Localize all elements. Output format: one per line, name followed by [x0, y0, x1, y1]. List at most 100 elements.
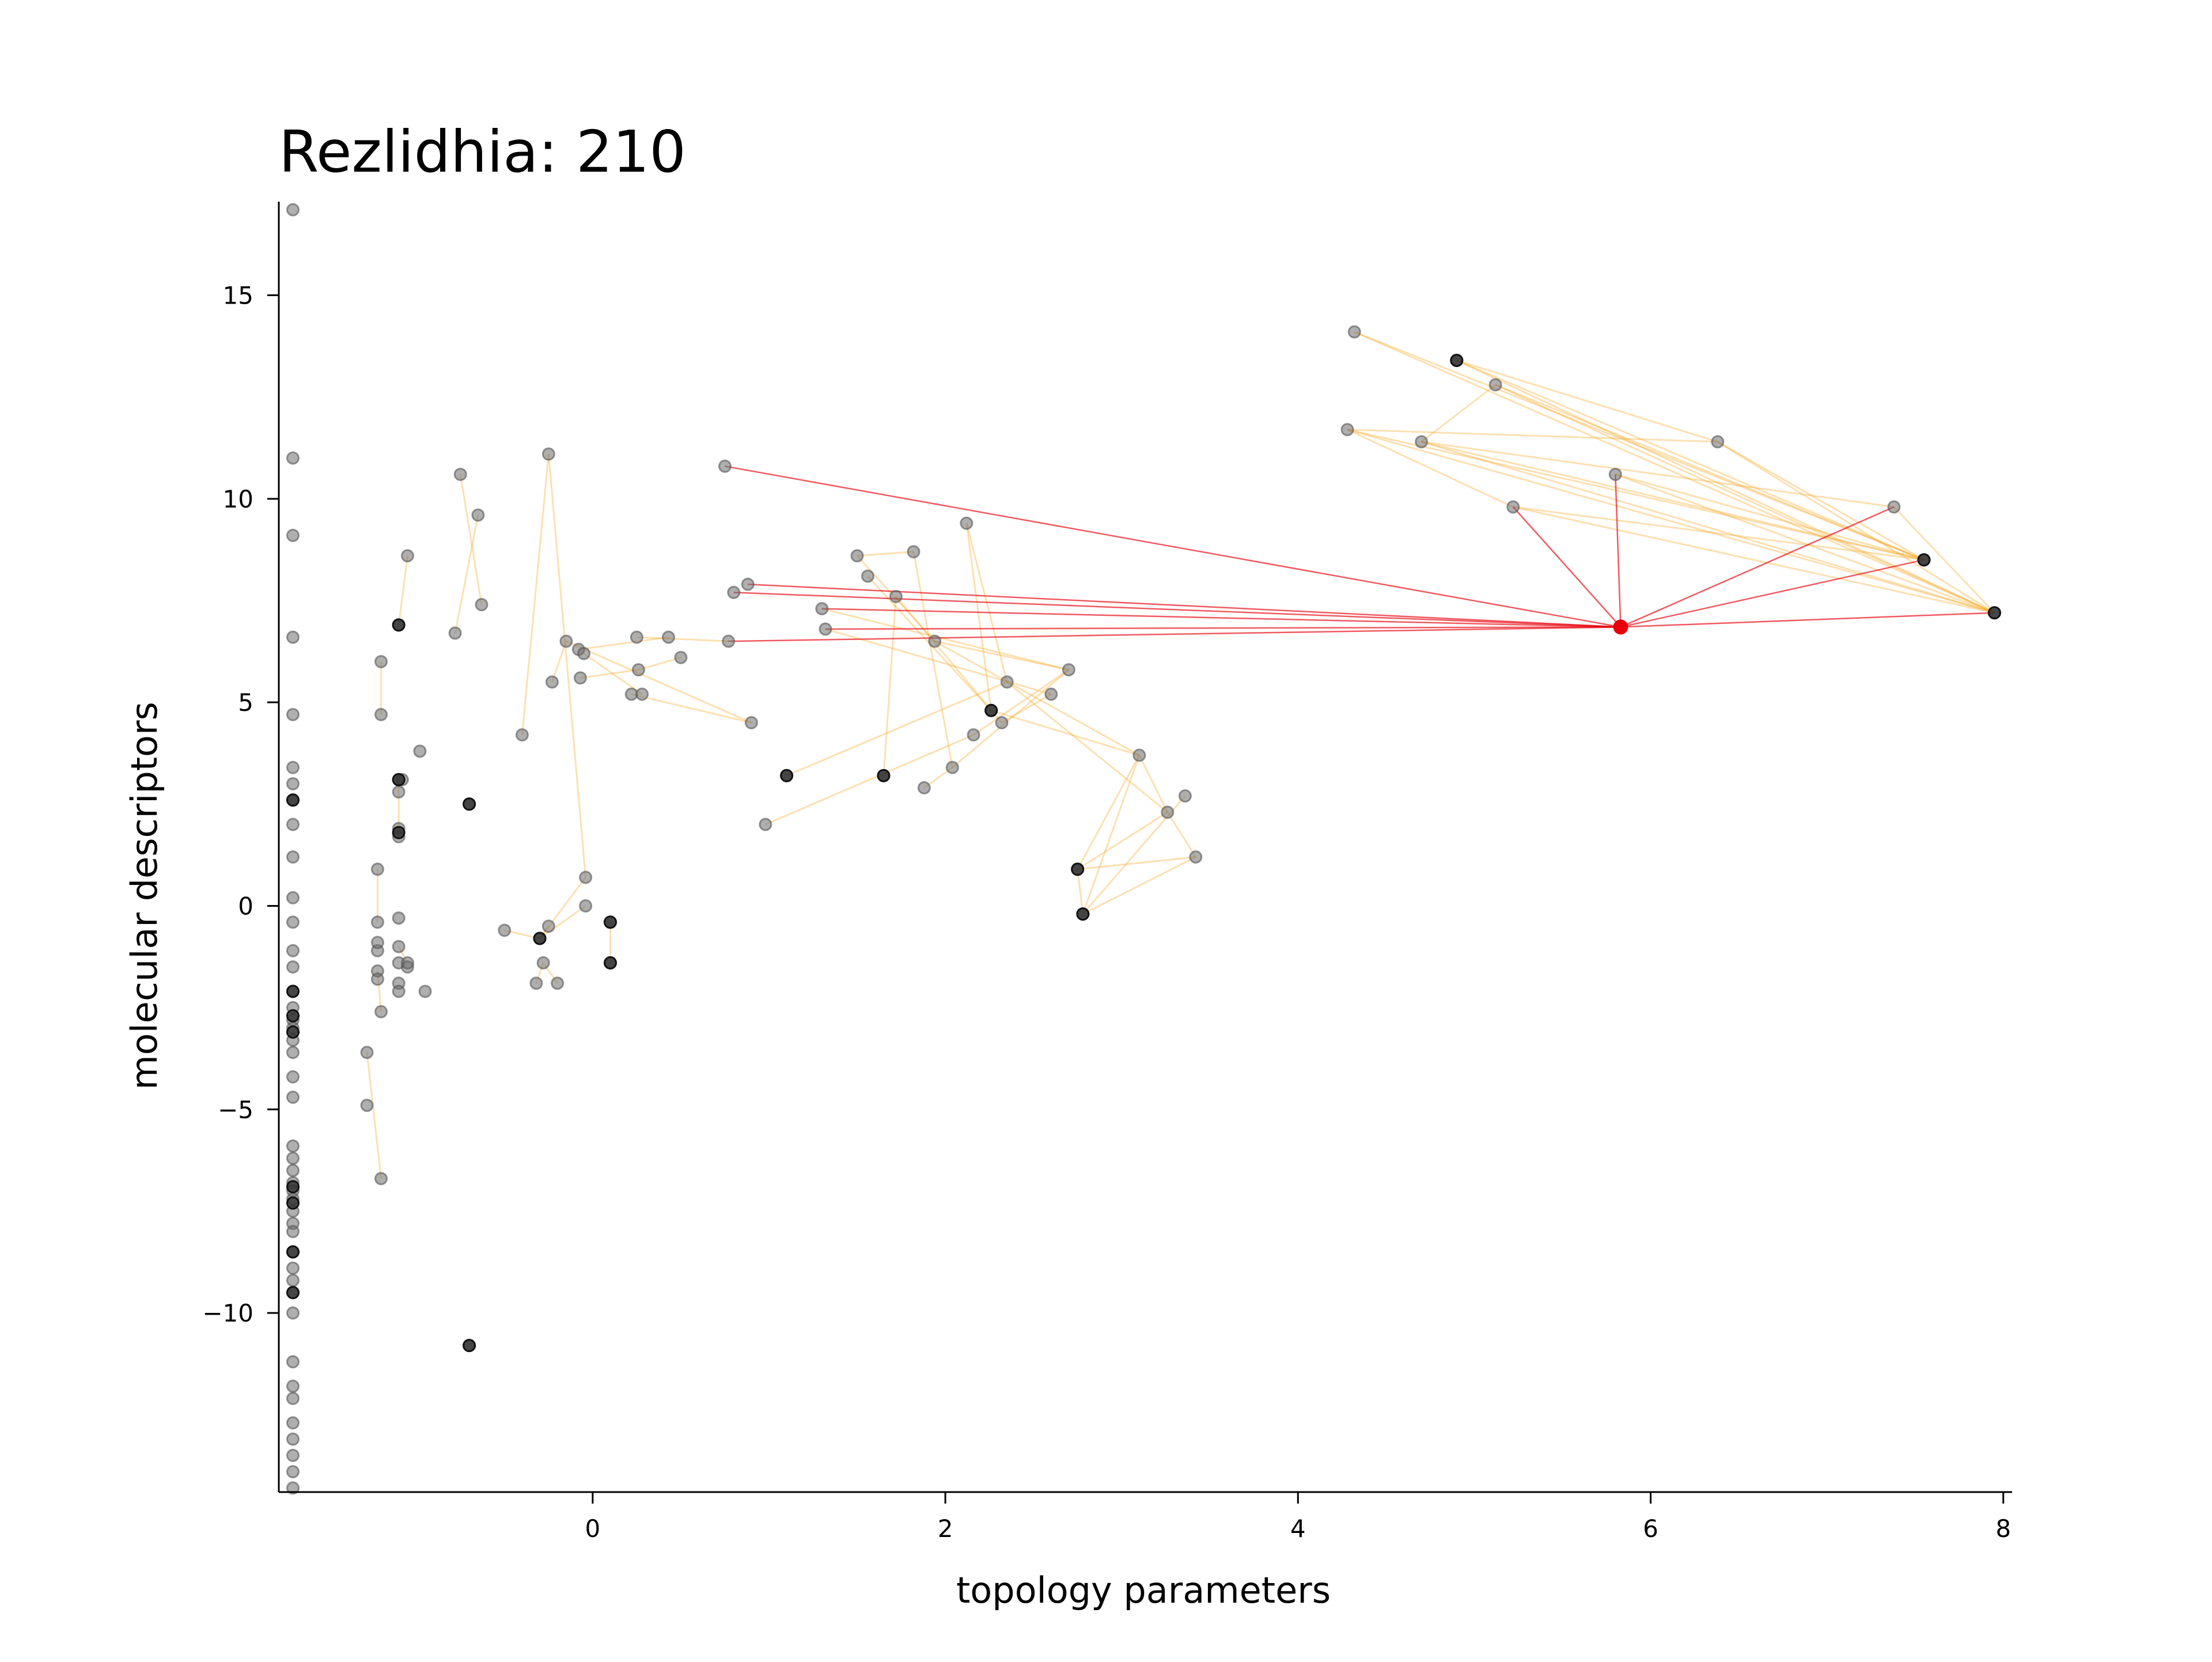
y-ticks: −10 −5 0 5 10 15	[202, 282, 279, 1327]
orange-edge	[1495, 384, 1995, 614]
red-edge	[825, 626, 1621, 630]
data-point	[286, 1139, 300, 1153]
data-point	[515, 728, 529, 742]
data-point	[889, 589, 903, 603]
orange-edge	[1077, 811, 1168, 870]
data-point	[727, 585, 741, 599]
red-edge	[1512, 506, 1622, 628]
orange-edge	[366, 1052, 382, 1179]
data-point	[448, 626, 462, 640]
data-point	[1132, 748, 1146, 762]
y-tick-label: −10	[202, 1299, 253, 1327]
data-point-dark	[1076, 907, 1090, 921]
data-point	[286, 1379, 300, 1393]
data-point	[286, 1070, 300, 1084]
orange-edge	[912, 551, 953, 768]
data-point	[1161, 805, 1175, 819]
data-point-dark	[392, 773, 406, 786]
orange-edge	[1082, 856, 1196, 915]
data-point	[286, 1152, 300, 1165]
data-point	[1347, 325, 1361, 339]
data-point	[536, 956, 550, 970]
red-edge	[1620, 506, 1895, 628]
data-point	[1062, 663, 1075, 677]
red-edge	[733, 592, 1621, 628]
data-point-dark	[463, 797, 476, 811]
data-point	[529, 976, 543, 990]
orange-edge-layer	[366, 331, 1995, 1179]
data-point	[475, 598, 488, 612]
orange-edge	[1421, 441, 1995, 614]
data-point	[1178, 789, 1192, 803]
data-point	[286, 1091, 300, 1104]
data-point	[374, 1005, 388, 1019]
highlight-point	[1613, 619, 1628, 635]
orange-edge	[857, 551, 914, 557]
data-point	[960, 516, 974, 530]
data-point-dark	[603, 956, 617, 970]
orange-edge	[1354, 331, 1925, 561]
data-point	[370, 915, 384, 929]
data-point	[718, 459, 732, 473]
orange-edge	[973, 669, 1070, 736]
data-point	[370, 862, 384, 876]
data-point	[1887, 500, 1901, 514]
orange-edge	[547, 453, 587, 878]
data-point	[541, 919, 555, 933]
data-point	[635, 687, 649, 701]
orange-edge	[895, 596, 1003, 724]
orange-edge	[521, 453, 550, 735]
data-point	[286, 451, 300, 465]
data-point-dark	[1450, 354, 1464, 368]
data-point-dark	[286, 1180, 300, 1194]
orange-edge	[1513, 506, 1995, 614]
orange-edge	[1347, 429, 1995, 614]
orange-edge	[1347, 429, 1718, 443]
point-layer	[286, 203, 2001, 1495]
data-point	[661, 630, 675, 644]
data-point	[286, 1046, 300, 1059]
data-point	[541, 447, 555, 461]
data-point-dark	[1987, 606, 2001, 620]
data-point	[722, 634, 736, 648]
data-point	[1506, 500, 1520, 514]
data-point	[286, 915, 300, 929]
data-point	[286, 1225, 300, 1239]
data-point	[850, 549, 864, 563]
orange-edge	[1456, 359, 1995, 614]
orange-edge	[1077, 755, 1141, 870]
y-axis-label: molecular descriptors	[123, 702, 165, 1090]
orange-edge	[765, 734, 974, 826]
orange-edge	[566, 640, 752, 724]
data-point	[286, 1164, 300, 1178]
orange-edge	[1138, 755, 1169, 813]
data-point	[498, 923, 512, 937]
data-point	[471, 508, 485, 522]
data-point	[630, 630, 643, 644]
orange-edge	[1456, 359, 1718, 443]
data-point	[559, 634, 573, 648]
orange-edge	[583, 653, 643, 695]
data-point-dark	[533, 932, 547, 945]
data-point	[579, 899, 593, 913]
data-point	[392, 911, 406, 925]
red-edge	[725, 465, 1621, 628]
data-point	[453, 467, 467, 481]
data-point	[1415, 435, 1429, 449]
orange-edge	[1001, 693, 1052, 724]
data-point	[286, 1355, 300, 1369]
orange-edge	[1513, 506, 1925, 561]
orange-edge	[1615, 474, 1995, 614]
data-point	[286, 1432, 300, 1446]
data-point	[286, 1274, 300, 1288]
orange-edge	[1082, 755, 1141, 915]
data-point	[1711, 435, 1725, 449]
orange-edge	[1421, 384, 1497, 443]
data-point-dark	[286, 1025, 300, 1039]
data-point	[374, 1172, 388, 1186]
x-tick-label: 4	[1290, 1515, 1306, 1543]
data-point	[286, 1306, 300, 1320]
data-point	[392, 940, 406, 953]
data-point	[286, 1416, 300, 1430]
data-point	[674, 650, 688, 664]
